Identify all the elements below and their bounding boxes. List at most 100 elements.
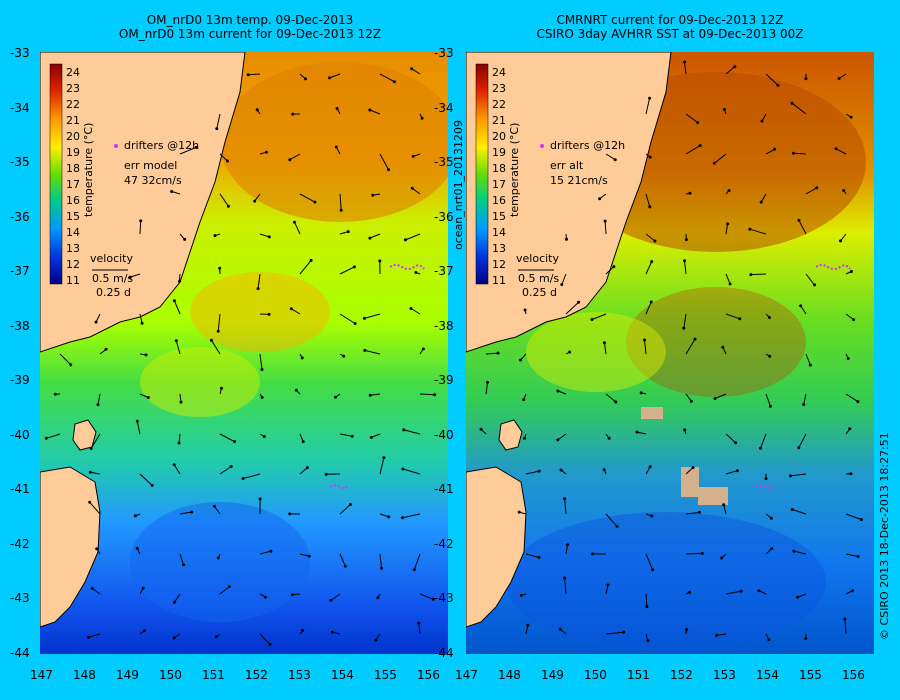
latitude-tick-label: -34 xyxy=(434,100,454,115)
velocity-arrow-head xyxy=(368,236,372,240)
velocity-arrow xyxy=(178,433,181,444)
velocity-arrow-head xyxy=(852,318,856,322)
velocity-arrow-head xyxy=(842,189,846,192)
velocity-arrow xyxy=(139,393,149,398)
colorbar-tick-label: 24 xyxy=(492,66,506,79)
velocity-arrow xyxy=(402,513,421,519)
velocity-arrow-head xyxy=(635,430,639,434)
velocity-arrow xyxy=(605,266,615,275)
velocity-arrow-head xyxy=(537,555,541,559)
velocity-arrow-head xyxy=(733,65,737,69)
velocity-arrow xyxy=(419,393,435,396)
longitude-tick-label: 147 xyxy=(30,668,53,682)
velocity-arrow-head xyxy=(603,219,607,223)
velocity-arrow-head xyxy=(722,503,726,507)
latitude-tick-label: -35 xyxy=(10,155,30,169)
velocity-arrow-head xyxy=(334,395,337,399)
velocity-arrow-head xyxy=(790,508,794,511)
longitude-tick-label: 150 xyxy=(584,668,607,682)
velocity-arrow-head xyxy=(849,270,853,273)
velocity-arrow-head xyxy=(615,524,619,528)
velocity-arrow-head xyxy=(220,386,223,390)
velocity-arrow xyxy=(605,393,617,403)
velocity-arrow-head xyxy=(519,358,523,362)
velocity-arrow xyxy=(636,431,647,435)
velocity-arrow xyxy=(845,513,862,520)
velocity-arrow-head xyxy=(797,218,801,222)
velocity-arrow-head xyxy=(759,446,762,450)
velocity-arrow-head xyxy=(697,510,701,514)
latitude-tick-label: -33 xyxy=(434,46,454,60)
velocity-arrow-head xyxy=(215,127,219,131)
velocity-arrow-head xyxy=(305,466,309,470)
velocity-arrow-head xyxy=(739,589,743,593)
velocity-arrow xyxy=(371,433,381,438)
right-map-panel: 24 23 22 21 20 19 18 17 16 15 14 13 12 11 temperature… xyxy=(466,52,874,654)
velocity-arrow xyxy=(760,193,767,203)
velocity-arrow-head xyxy=(563,497,567,501)
longitude-tick-label: 147 xyxy=(455,668,478,682)
velocity-arrow-head xyxy=(722,107,726,111)
velocity-arrow xyxy=(329,73,341,79)
velocity-arrow-head xyxy=(523,308,527,312)
velocity-arrow-head xyxy=(253,199,257,203)
velocity-arrow-head xyxy=(304,77,307,81)
velocity-arrow-head xyxy=(194,145,198,149)
colorbar-tick-label: 14 xyxy=(492,226,506,239)
velocity-arrow-head xyxy=(89,447,93,450)
velocity-arrow xyxy=(217,313,221,332)
colorbar-tick-label: 21 xyxy=(66,114,80,127)
velocity-arrow xyxy=(644,339,647,355)
velocity-arrow-head xyxy=(268,642,272,646)
velocity-arrow-head xyxy=(684,238,688,242)
velocity-arrow xyxy=(402,468,421,475)
err-label: err alt xyxy=(550,159,584,172)
longitude-tick-label: 155 xyxy=(374,668,397,682)
drifters-label: drifters @12h xyxy=(124,139,199,152)
velocity-arrow-head xyxy=(374,638,378,642)
velocity-arrow-head xyxy=(350,434,354,438)
longitude-tick-label: 148 xyxy=(498,668,521,682)
velocity-arrow-head xyxy=(144,353,148,357)
velocity-arrow-head xyxy=(735,469,739,473)
velocity-arrow-head xyxy=(182,563,185,567)
velocity-arrow xyxy=(525,470,540,475)
velocity-arrow-head xyxy=(843,617,847,621)
longitude-tick-label: 149 xyxy=(116,668,139,682)
velocity-arrow-head xyxy=(417,621,421,625)
velocity-arrow xyxy=(591,313,607,320)
err-label: err model xyxy=(124,159,177,172)
velocity-arrow-head xyxy=(96,403,100,407)
velocity-arrow-head xyxy=(748,227,752,231)
latitude-tick-label: -39 xyxy=(10,373,30,387)
land-tasmania xyxy=(466,466,527,628)
velocity-arrow xyxy=(760,433,767,449)
velocity-arrow-head xyxy=(486,380,489,384)
longitude-tick-label: 155 xyxy=(799,668,822,682)
velocity-arrow-head xyxy=(849,115,853,119)
velocity-arrow xyxy=(564,498,567,515)
velocity-arrow xyxy=(299,193,316,203)
velocity-arrow-head xyxy=(598,197,602,201)
velocity-arrow xyxy=(95,313,101,323)
velocity-arrow-head xyxy=(759,200,763,204)
velocity-arrow xyxy=(525,553,540,558)
velocity-arrow-head xyxy=(799,304,803,308)
velocity-arrow xyxy=(405,233,421,241)
velocity-arrow xyxy=(369,233,381,239)
velocity-arrow-head xyxy=(213,234,217,238)
velocity-arrow xyxy=(723,504,727,515)
velocity-arrow-head xyxy=(172,299,176,303)
velocity-arrow xyxy=(798,433,807,448)
velocity-arrow-head xyxy=(526,623,530,627)
right-map-svg: 24 23 22 21 20 19 18 17 16 15 14 13 12 11 temperature… xyxy=(466,52,874,654)
velocity-arrow xyxy=(645,233,656,242)
velocity-arrow-head xyxy=(227,585,231,589)
velocity-arrow xyxy=(139,313,143,324)
velocity-arrow xyxy=(844,618,847,635)
velocity-arrow-head xyxy=(225,159,229,163)
velocity-arrow xyxy=(219,193,229,207)
velocity-arrow-head xyxy=(566,543,570,547)
velocity-arrow xyxy=(136,421,141,435)
velocity-arrow-head xyxy=(294,388,298,392)
